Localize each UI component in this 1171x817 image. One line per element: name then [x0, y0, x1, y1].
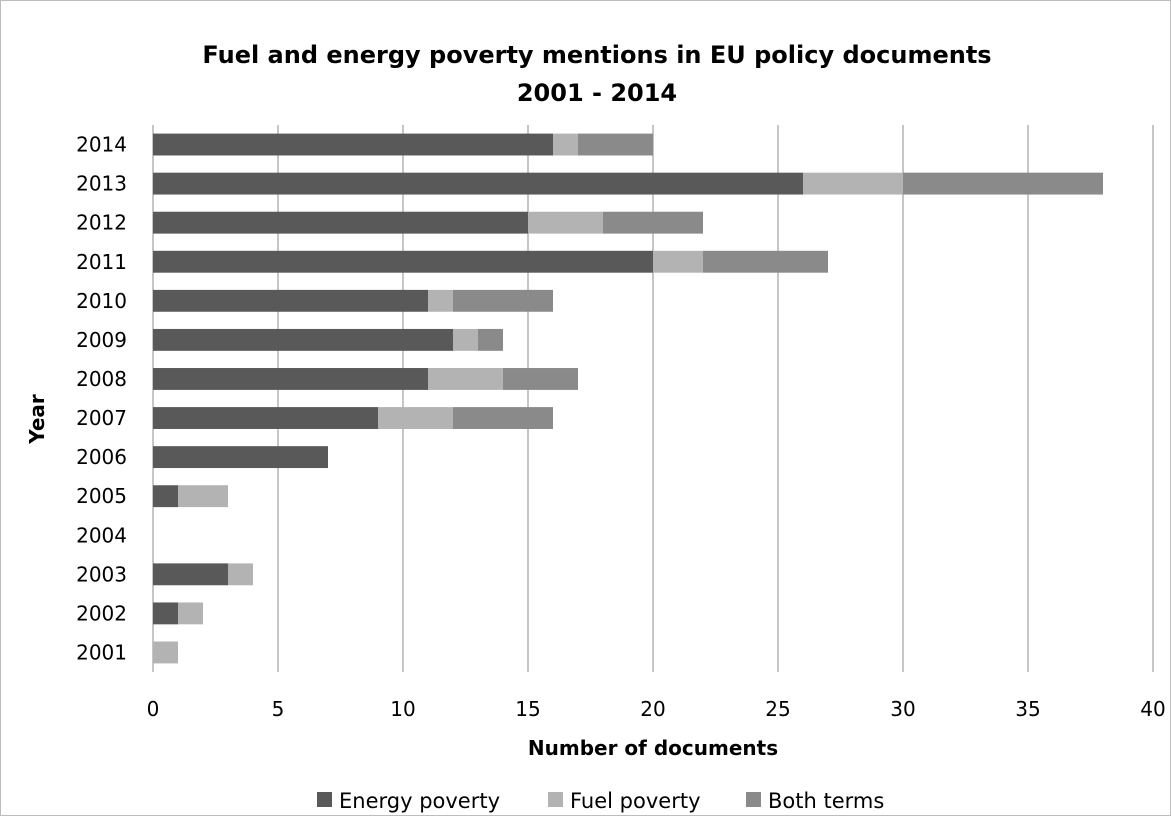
- legend-swatch-1: [317, 792, 332, 807]
- bar-segment-2001-2: [153, 641, 178, 664]
- chart-title: Fuel and energy poverty mentions in EU p…: [202, 41, 991, 69]
- y-axis-title: Year: [25, 394, 49, 445]
- y-tick-label: 2014: [76, 133, 127, 157]
- chart-subtitle: 2001 - 2014: [517, 79, 677, 107]
- x-tick-label: 35: [1015, 697, 1040, 721]
- legend-label-3: Both terms: [768, 789, 884, 813]
- legend-label-1: Energy poverty: [339, 789, 500, 813]
- bar-segment-2009-1: [153, 328, 453, 351]
- y-tick-label: 2006: [76, 445, 127, 469]
- x-tick-label: 25: [765, 697, 790, 721]
- y-tick-label: 2009: [76, 328, 127, 352]
- bar-segment-2005-1: [153, 485, 178, 508]
- bar-segment-2002-1: [153, 602, 178, 625]
- x-tick-label: 5: [272, 697, 285, 721]
- y-tick-label: 2004: [76, 523, 127, 547]
- y-tick-label: 2007: [76, 406, 127, 430]
- y-tick-label: 2010: [76, 289, 127, 313]
- bar-segment-2002-2: [178, 602, 203, 625]
- bar-segment-2008-1: [153, 368, 428, 390]
- bar-segment-2008-2: [428, 368, 503, 390]
- x-tick-label: 20: [640, 697, 665, 721]
- bars: [153, 133, 1103, 664]
- y-tick-label: 2001: [76, 640, 127, 664]
- x-tick-label: 40: [1140, 697, 1165, 721]
- x-tick-label: 10: [390, 697, 415, 721]
- bar-segment-2012-3: [603, 211, 703, 234]
- gridlines: [152, 125, 1154, 672]
- bar-segment-2006-1: [153, 446, 328, 469]
- bar-segment-2012-1: [153, 211, 528, 234]
- bar-segment-2010-2: [428, 289, 453, 312]
- y-tick-label: 2008: [76, 367, 127, 391]
- bar-segment-2009-3: [478, 328, 503, 351]
- y-tick-label: 2003: [76, 562, 127, 586]
- legend-swatch-2: [548, 792, 563, 807]
- x-tick-label: 15: [515, 697, 540, 721]
- x-axis-title: Number of documents: [528, 736, 778, 760]
- x-tick-label: 0: [147, 697, 160, 721]
- bar-segment-2013-1: [153, 172, 803, 195]
- bar-segment-2014-3: [578, 133, 653, 156]
- bar-segment-2010-1: [153, 289, 428, 312]
- x-tick-label: 30: [890, 697, 915, 721]
- bar-segment-2007-1: [153, 407, 378, 429]
- bar-segment-2011-2: [653, 250, 703, 273]
- bar-segment-2012-2: [528, 211, 603, 234]
- x-axis-ticks: 0 5 10 15 20 25 30 35 40: [147, 697, 1166, 721]
- y-tick-label: 2011: [76, 250, 127, 274]
- y-tick-label: 2005: [76, 484, 127, 508]
- bar-segment-2014-2: [553, 133, 578, 156]
- bar-segment-2011-3: [703, 250, 828, 273]
- bar-segment-2003-2: [228, 563, 253, 586]
- y-tick-label: 2002: [76, 601, 127, 625]
- legend-label-2: Fuel poverty: [570, 789, 701, 813]
- bar-segment-2010-3: [453, 289, 553, 312]
- bar-segment-2014-1: [153, 133, 553, 156]
- bar-segment-2011-1: [153, 250, 653, 273]
- y-tick-label: 2012: [76, 211, 127, 235]
- y-tick-label: 2013: [76, 172, 127, 196]
- bar-segment-2007-3: [453, 407, 553, 429]
- bar-segment-2007-2: [378, 407, 453, 429]
- bar-segment-2008-3: [503, 368, 578, 390]
- legend: Energy poverty Fuel poverty Both terms: [317, 789, 884, 813]
- bar-segment-2013-3: [903, 172, 1103, 195]
- legend-swatch-3: [746, 792, 761, 807]
- bar-segment-2003-1: [153, 563, 228, 586]
- bar-segment-2013-2: [803, 172, 903, 195]
- bar-segment-2009-2: [453, 328, 478, 351]
- bar-segment-2005-2: [178, 485, 228, 508]
- y-axis-ticks: 2014 2013 2012 2011 2010 2009 2008 2007 2006 2005…: [76, 133, 127, 665]
